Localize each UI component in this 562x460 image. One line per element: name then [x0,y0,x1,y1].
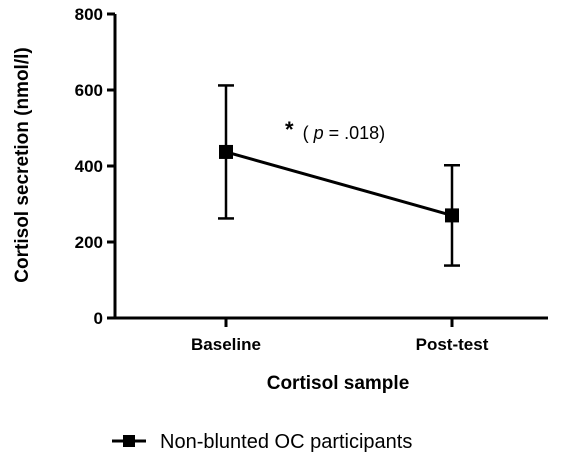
x-axis-title: Cortisol sample [267,373,410,394]
x-ticks: Baseline Post-test [191,318,489,354]
y-axis-title: Cortisol secretion (nmol/l) [12,47,33,282]
x-tick-label-0: Baseline [191,335,261,354]
y-tick-label-1: 200 [75,233,103,252]
x-tick-label-1: Post-test [416,335,489,354]
y-tick-label-2: 400 [75,157,103,176]
y-ticks: 0 200 400 600 800 [75,5,115,328]
legend-marker [123,435,135,447]
legend: Non-blunted OC participants [112,431,412,453]
y-tick-label-3: 600 [75,81,103,100]
data-point-0 [219,144,233,159]
y-tick-label-0: 0 [94,309,103,328]
y-tick-label-4: 800 [75,5,103,24]
annotation-p-value: = .018) [329,123,386,143]
data-point-1 [445,208,459,223]
significance-annotation: * ( p = .018) [285,117,385,143]
series-line-0 [225,150,453,217]
significance-star: * [285,117,294,142]
annotation-open-paren: ( [303,123,309,143]
annotation-p: p [313,123,324,143]
legend-label: Non-blunted OC participants [160,431,412,453]
plot-area [218,84,460,267]
